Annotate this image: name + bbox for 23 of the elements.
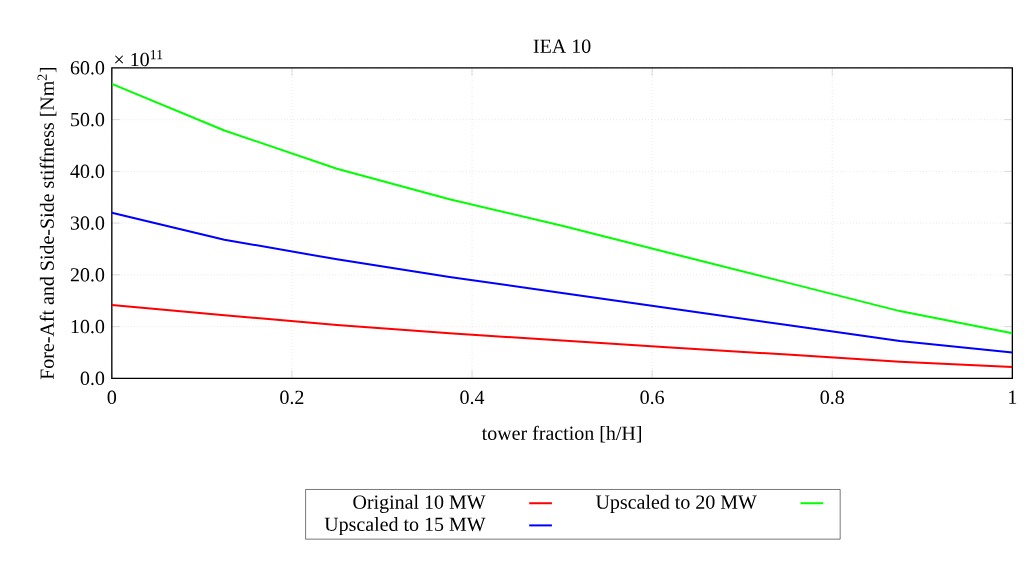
line-series	[111, 303, 1013, 368]
legend-label: Upscaled to 15 MW	[324, 516, 486, 536]
x-tick-label: 0	[107, 390, 117, 405]
x-tick-label: 0.8	[820, 390, 844, 405]
x-axis-title: tower fraction [h/H]	[481, 425, 641, 443]
y-tick-label: 0.0	[80, 371, 105, 386]
legend-label: Original 10 MW	[353, 494, 486, 513]
line-series	[111, 211, 1013, 354]
y-tick-label: 60.0	[70, 61, 105, 75]
x-tick-label: 0.4	[460, 390, 485, 405]
x-tick-label: 0.6	[640, 390, 665, 405]
legend-label: Upscaled to 20 MW	[595, 494, 757, 513]
y-tick-label: 30.0	[70, 216, 105, 230]
y-axis-title: Fore-Aft and Side-Side stiffness [Nm$^{2}$]	[37, 67, 57, 380]
text: × 10$^{11}$	[115, 49, 163, 67]
y-tick-label: 20.0	[70, 268, 105, 282]
line-series	[111, 82, 1013, 335]
y-tick-label: 40.0	[70, 164, 105, 179]
y-tick-label: 50.0	[71, 112, 105, 127]
x-tick-label: 1	[1009, 390, 1017, 404]
y-tick-label: 10.0	[71, 319, 105, 334]
chart-title: IEA 10	[533, 39, 591, 53]
x-tick-label: 0.2	[280, 390, 304, 405]
